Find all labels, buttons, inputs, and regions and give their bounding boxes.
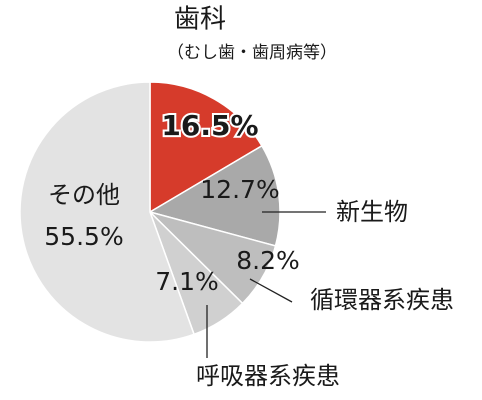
annotation: （むし歯・歯周病等） (167, 43, 337, 63)
leader-line (249, 278, 293, 303)
category-label: 循環器系疾患 (310, 286, 454, 314)
pie-slice (149, 81, 263, 214)
category-label: その他 (48, 181, 120, 209)
value-label: 8.2% (236, 246, 300, 275)
value-label: 55.5% (44, 222, 123, 251)
value-label: 12.7% (200, 175, 279, 204)
value-label: 7.1% (155, 267, 219, 296)
category-label: 歯科 (174, 5, 226, 35)
pie-slice (19, 81, 195, 343)
pie-slice (148, 144, 281, 247)
category-label: 新生物 (336, 198, 408, 226)
category-label: 呼吸器系疾患 (196, 362, 340, 390)
value-label: 16.5% (161, 109, 258, 142)
